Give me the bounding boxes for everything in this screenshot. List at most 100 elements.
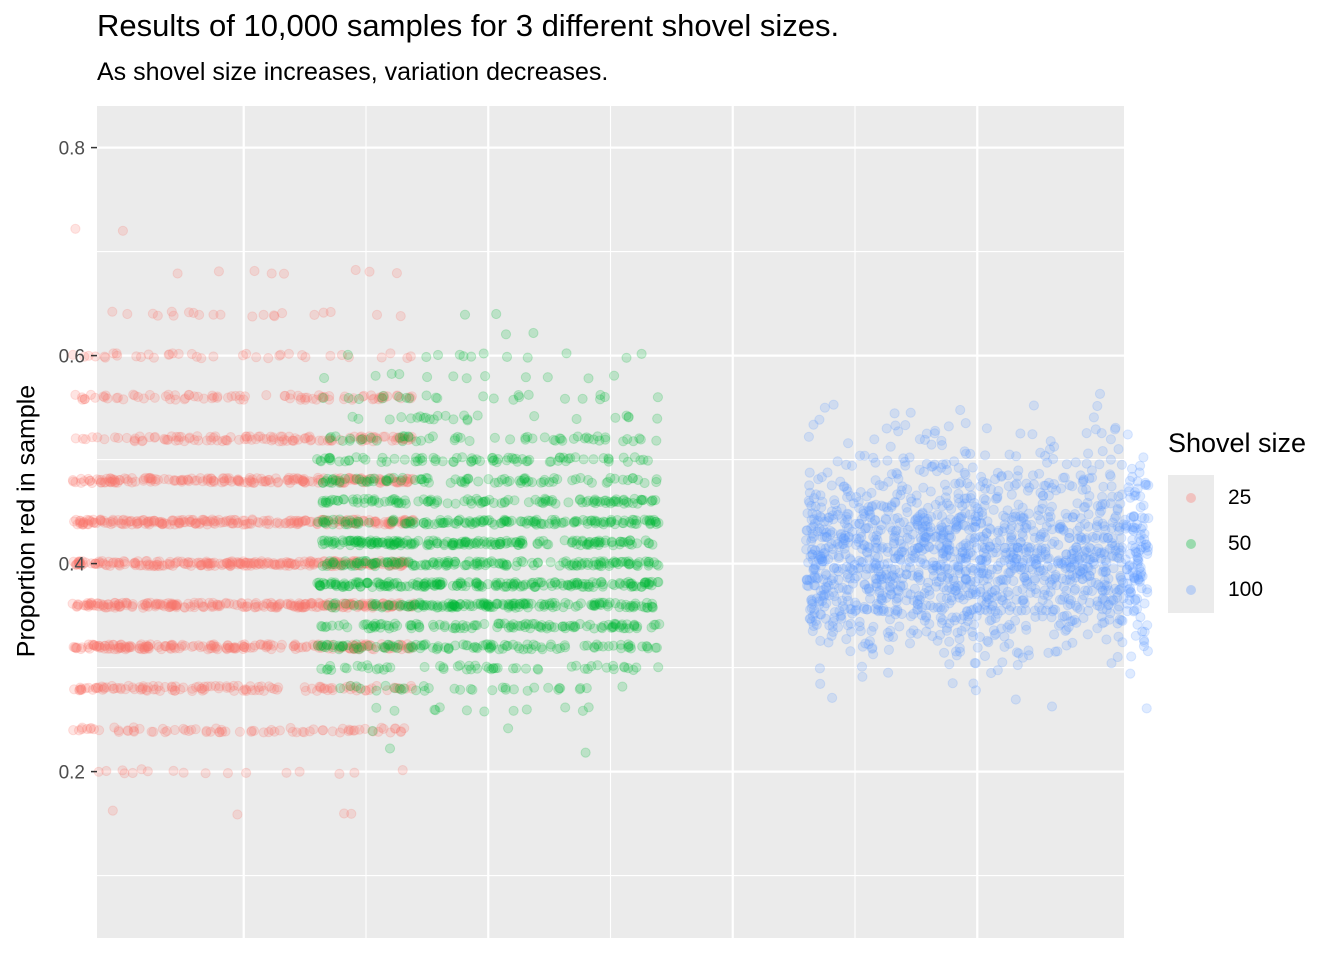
data-point: [854, 621, 865, 632]
data-point: [461, 621, 472, 632]
data-point: [392, 620, 403, 631]
data-point: [559, 393, 571, 404]
data-point: [953, 512, 964, 524]
data-point: [69, 642, 81, 653]
data-point: [358, 477, 369, 488]
data-point: [352, 516, 364, 527]
data-point: [436, 579, 447, 590]
data-point: [990, 543, 1001, 554]
data-point: [1099, 617, 1110, 628]
data-point: [282, 599, 293, 610]
data-point: [942, 572, 953, 583]
data-point: [378, 598, 389, 609]
data-point: [143, 641, 154, 652]
data-point: [1080, 553, 1091, 564]
data-point: [273, 476, 284, 488]
data-point: [601, 477, 612, 488]
data-point: [343, 392, 354, 404]
data-point: [930, 499, 941, 510]
data-point: [846, 460, 858, 471]
data-point: [120, 641, 131, 652]
data-point: [276, 639, 287, 650]
data-point: [145, 476, 156, 487]
data-point: [112, 392, 124, 403]
data-point: [287, 726, 298, 737]
data-point: [217, 560, 228, 571]
data-point: [75, 518, 86, 529]
data-point: [161, 434, 172, 445]
data-point: [385, 472, 396, 484]
data-point: [488, 558, 499, 569]
data-point: [939, 647, 950, 658]
data-point: [257, 600, 268, 611]
data-point: [629, 620, 640, 631]
data-point: [250, 685, 261, 696]
series-25-points: [67, 223, 420, 820]
data-point: [232, 809, 243, 820]
data-point: [243, 557, 254, 569]
data-point: [200, 768, 211, 779]
data-point: [523, 389, 534, 400]
data-point: [1123, 482, 1134, 493]
data-point: [242, 433, 253, 445]
data-point: [244, 475, 255, 486]
data-point: [926, 439, 937, 450]
y-tick-label: 0.8: [59, 139, 85, 160]
data-point: [189, 599, 200, 611]
data-point: [1101, 634, 1112, 645]
data-point: [90, 351, 101, 362]
data-point: [554, 433, 565, 444]
data-point: [327, 559, 338, 570]
data-point: [253, 681, 264, 693]
data-point: [419, 581, 430, 592]
data-point: [1045, 511, 1056, 522]
data-point: [266, 724, 277, 736]
data-point: [207, 390, 218, 401]
data-point: [253, 558, 265, 569]
data-point: [376, 392, 387, 403]
data-point: [113, 599, 125, 610]
data-point: [1140, 479, 1151, 490]
data-point: [99, 640, 111, 652]
data-point: [649, 514, 660, 526]
data-point: [381, 476, 392, 487]
data-point: [892, 585, 903, 596]
data-point: [1086, 585, 1098, 597]
data-point: [230, 390, 241, 402]
data-point: [79, 394, 90, 405]
data-point: [955, 404, 966, 416]
data-point: [478, 391, 489, 402]
data-point: [450, 622, 461, 633]
data-point: [450, 498, 461, 509]
data-point: [380, 680, 391, 692]
legend-label: 25: [1228, 486, 1252, 509]
data-point: [1006, 489, 1017, 500]
data-point: [653, 662, 664, 673]
data-point: [386, 598, 397, 609]
data-point: [174, 518, 185, 529]
data-point: [499, 639, 510, 651]
data-point: [577, 393, 588, 404]
data-point: [901, 569, 912, 580]
data-point: [968, 678, 979, 689]
data-point: [352, 577, 363, 588]
data-point: [204, 643, 216, 654]
data-point: [856, 557, 867, 568]
data-point: [1010, 615, 1021, 626]
data-point: [319, 683, 330, 694]
data-point: [831, 505, 842, 516]
data-point: [83, 599, 94, 610]
data-point: [1094, 388, 1106, 399]
data-point: [851, 492, 862, 503]
data-point: [465, 683, 476, 695]
data-point: [264, 515, 275, 526]
data-point: [968, 631, 979, 642]
data-point: [387, 641, 398, 652]
data-point: [571, 413, 582, 425]
data-point: [337, 723, 348, 734]
data-point: [1037, 595, 1048, 606]
data-point: [970, 501, 981, 512]
data-point: [381, 474, 392, 485]
data-point: [395, 581, 406, 592]
data-point: [898, 453, 909, 464]
